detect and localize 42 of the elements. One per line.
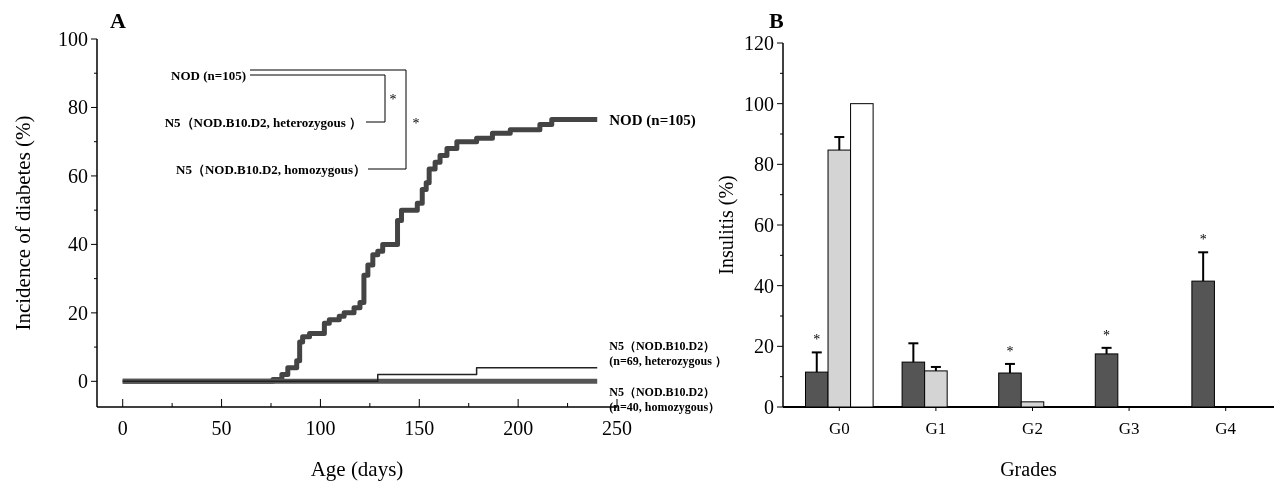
annotation: * [412,116,420,131]
chart-title: B [769,8,784,33]
annotation: * [1006,343,1014,359]
annotation: * [389,92,397,107]
x-tick-label: 150 [404,417,435,439]
y-tick-label: 40 [754,274,774,297]
y-axis-title: Incidence of diabetes (%) [11,115,35,331]
x-tick-label: 0 [117,417,128,439]
y-axis-title: Insulitis (%) [715,175,738,275]
y-tick-label: 100 [744,92,774,115]
y-tick-label: 80 [68,96,88,119]
x-tick-label: 50 [211,417,232,439]
x-tick-label: G4 [1215,419,1237,438]
y-tick-label: 80 [754,153,774,176]
annotation: N5（NOD.B10.D2, heterozygous ） [164,115,362,130]
annotation: * [1199,232,1207,248]
x-axis-title: Grades [1000,458,1058,480]
y-tick-label: 120 [744,32,774,54]
y-tick-label: 100 [58,28,88,50]
annotation: * [1103,327,1111,343]
chart-title: A [110,8,126,33]
x-tick-label: 250 [602,417,632,439]
y-tick-label: 0 [78,370,88,393]
x-tick-label: 200 [503,417,534,439]
y-tick-label: 20 [68,301,88,324]
x-axis-title: Age (days) [310,457,404,481]
y-tick-label: 0 [764,396,774,418]
x-tick-label: G1 [925,419,947,438]
series-label: NOD (n=105) [609,111,696,129]
series-label: N5（NOD.B10.D2） (n=40, homozygous） [609,384,721,415]
annotation: NOD (n=105) [171,68,246,83]
series-label: N5（NOD.B10.D2） (n=69, heterozygous ） [609,338,727,369]
y-tick-label: 20 [754,335,774,358]
annotation: N5（NOD.B10.D2, homozygous） [176,162,366,177]
annotation: * [813,332,821,348]
x-tick-label: 100 [305,417,336,439]
x-tick-label: G0 [828,419,850,438]
y-tick-label: 60 [754,214,774,236]
y-tick-label: 40 [68,233,88,256]
y-tick-label: 60 [68,164,88,187]
x-tick-label: G2 [1022,419,1043,438]
x-tick-label: G3 [1118,419,1140,438]
